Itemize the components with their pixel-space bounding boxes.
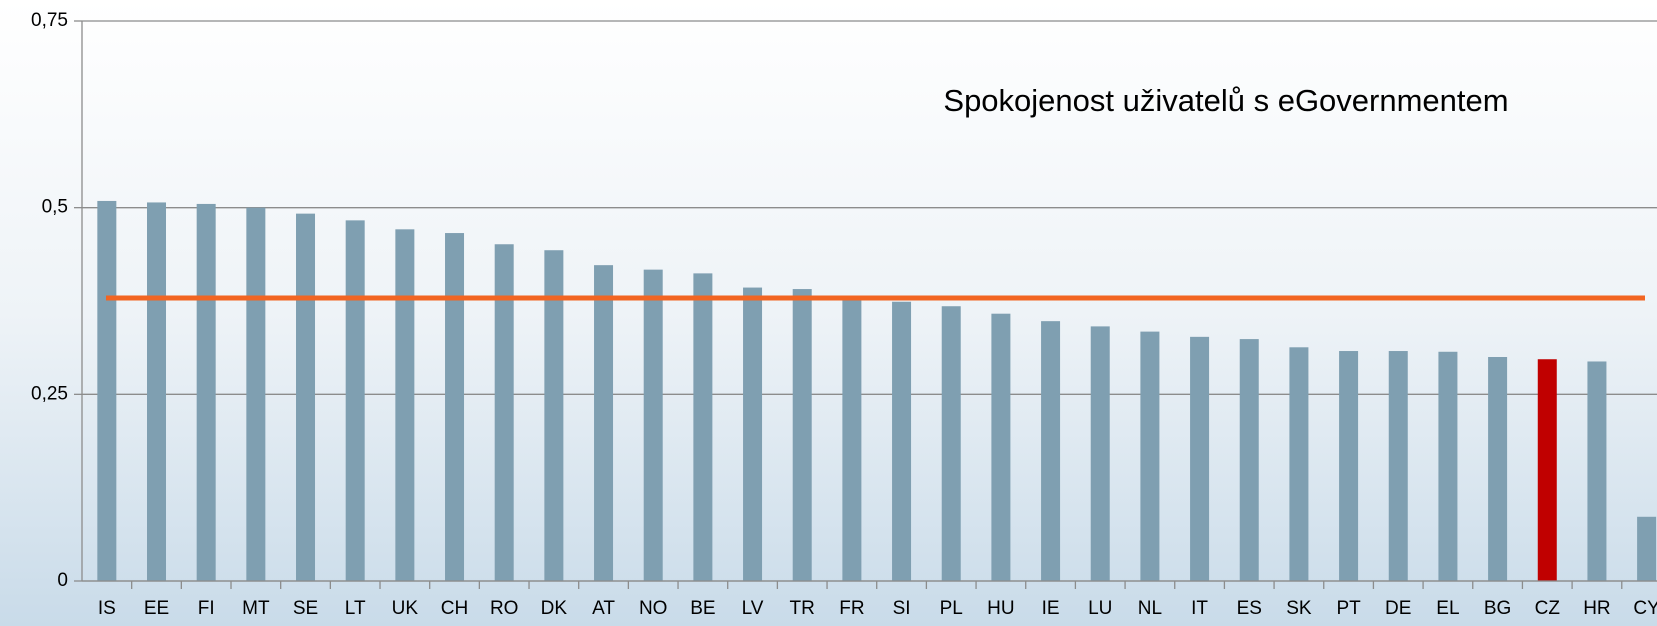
bar [693,273,713,581]
x-tick-label: BG [1484,598,1511,619]
x-tick-label: DE [1385,598,1411,619]
x-tick-label: HU [987,598,1014,619]
x-tick-label: LU [1088,598,1112,619]
x-tick-label: SE [293,598,318,619]
x-tick-label: MT [242,598,270,619]
x-tick-label: NL [1138,598,1162,619]
bar [544,250,564,581]
x-tick-label: PT [1336,598,1361,619]
x-tick-label: BE [690,598,715,619]
x-tick-label: IE [1042,598,1060,619]
bar [892,301,912,581]
bar [1041,321,1061,581]
bar [296,213,316,581]
x-tick-label: ES [1237,598,1262,619]
x-tick-label: LT [345,598,366,619]
x-tick-label: CY [1633,598,1657,619]
y-tick-label: 0,75 [31,10,68,31]
bar [1388,351,1408,581]
bar [1537,359,1557,581]
bar [1587,361,1607,581]
bar [1637,516,1657,581]
bar [97,200,117,582]
x-tick-label: RO [490,598,519,619]
x-tick-label: SK [1286,598,1312,619]
bar [1438,351,1458,581]
x-tick-label: EL [1436,598,1459,619]
bar [494,244,514,581]
bar [395,229,415,581]
bar [345,220,365,582]
bar [1190,336,1210,581]
x-tick-label: CZ [1535,598,1561,619]
y-tick-label: 0,5 [42,197,68,218]
x-tick-label: SI [893,598,911,619]
bar [1289,347,1309,581]
bar [792,289,812,581]
chart-title: Spokojenost uživatelů s eGovernmentem [943,83,1508,118]
x-tick-label: HR [1583,598,1610,619]
bar [1339,351,1359,581]
x-tick-label: FR [839,598,864,619]
bar [1239,339,1259,581]
x-tick-label: IT [1191,598,1208,619]
x-tick-label: FI [198,598,215,619]
bar [246,207,266,581]
x-tick-label: UK [392,598,419,619]
x-tick-label: IS [98,598,116,619]
x-tick-label: EE [144,598,169,619]
bar [1090,326,1110,581]
y-tick-label: 0 [57,570,68,591]
bar [941,306,961,581]
bar [594,265,614,581]
x-tick-label: LV [742,598,764,619]
x-tick-label: CH [441,598,468,619]
bar [445,233,465,581]
x-tick-label: PL [940,598,963,619]
bar [1140,331,1160,581]
bar [991,313,1011,581]
y-tick-label: 0,25 [31,383,68,404]
bar [196,203,216,581]
x-tick-label: NO [639,598,668,619]
x-tick-label: DK [541,598,568,619]
bar [147,202,167,581]
bar [842,298,862,581]
bar [1488,357,1508,581]
bar [643,269,663,581]
x-tick-label: AT [592,598,615,619]
x-tick-label: TR [790,598,815,619]
bar [743,287,763,581]
